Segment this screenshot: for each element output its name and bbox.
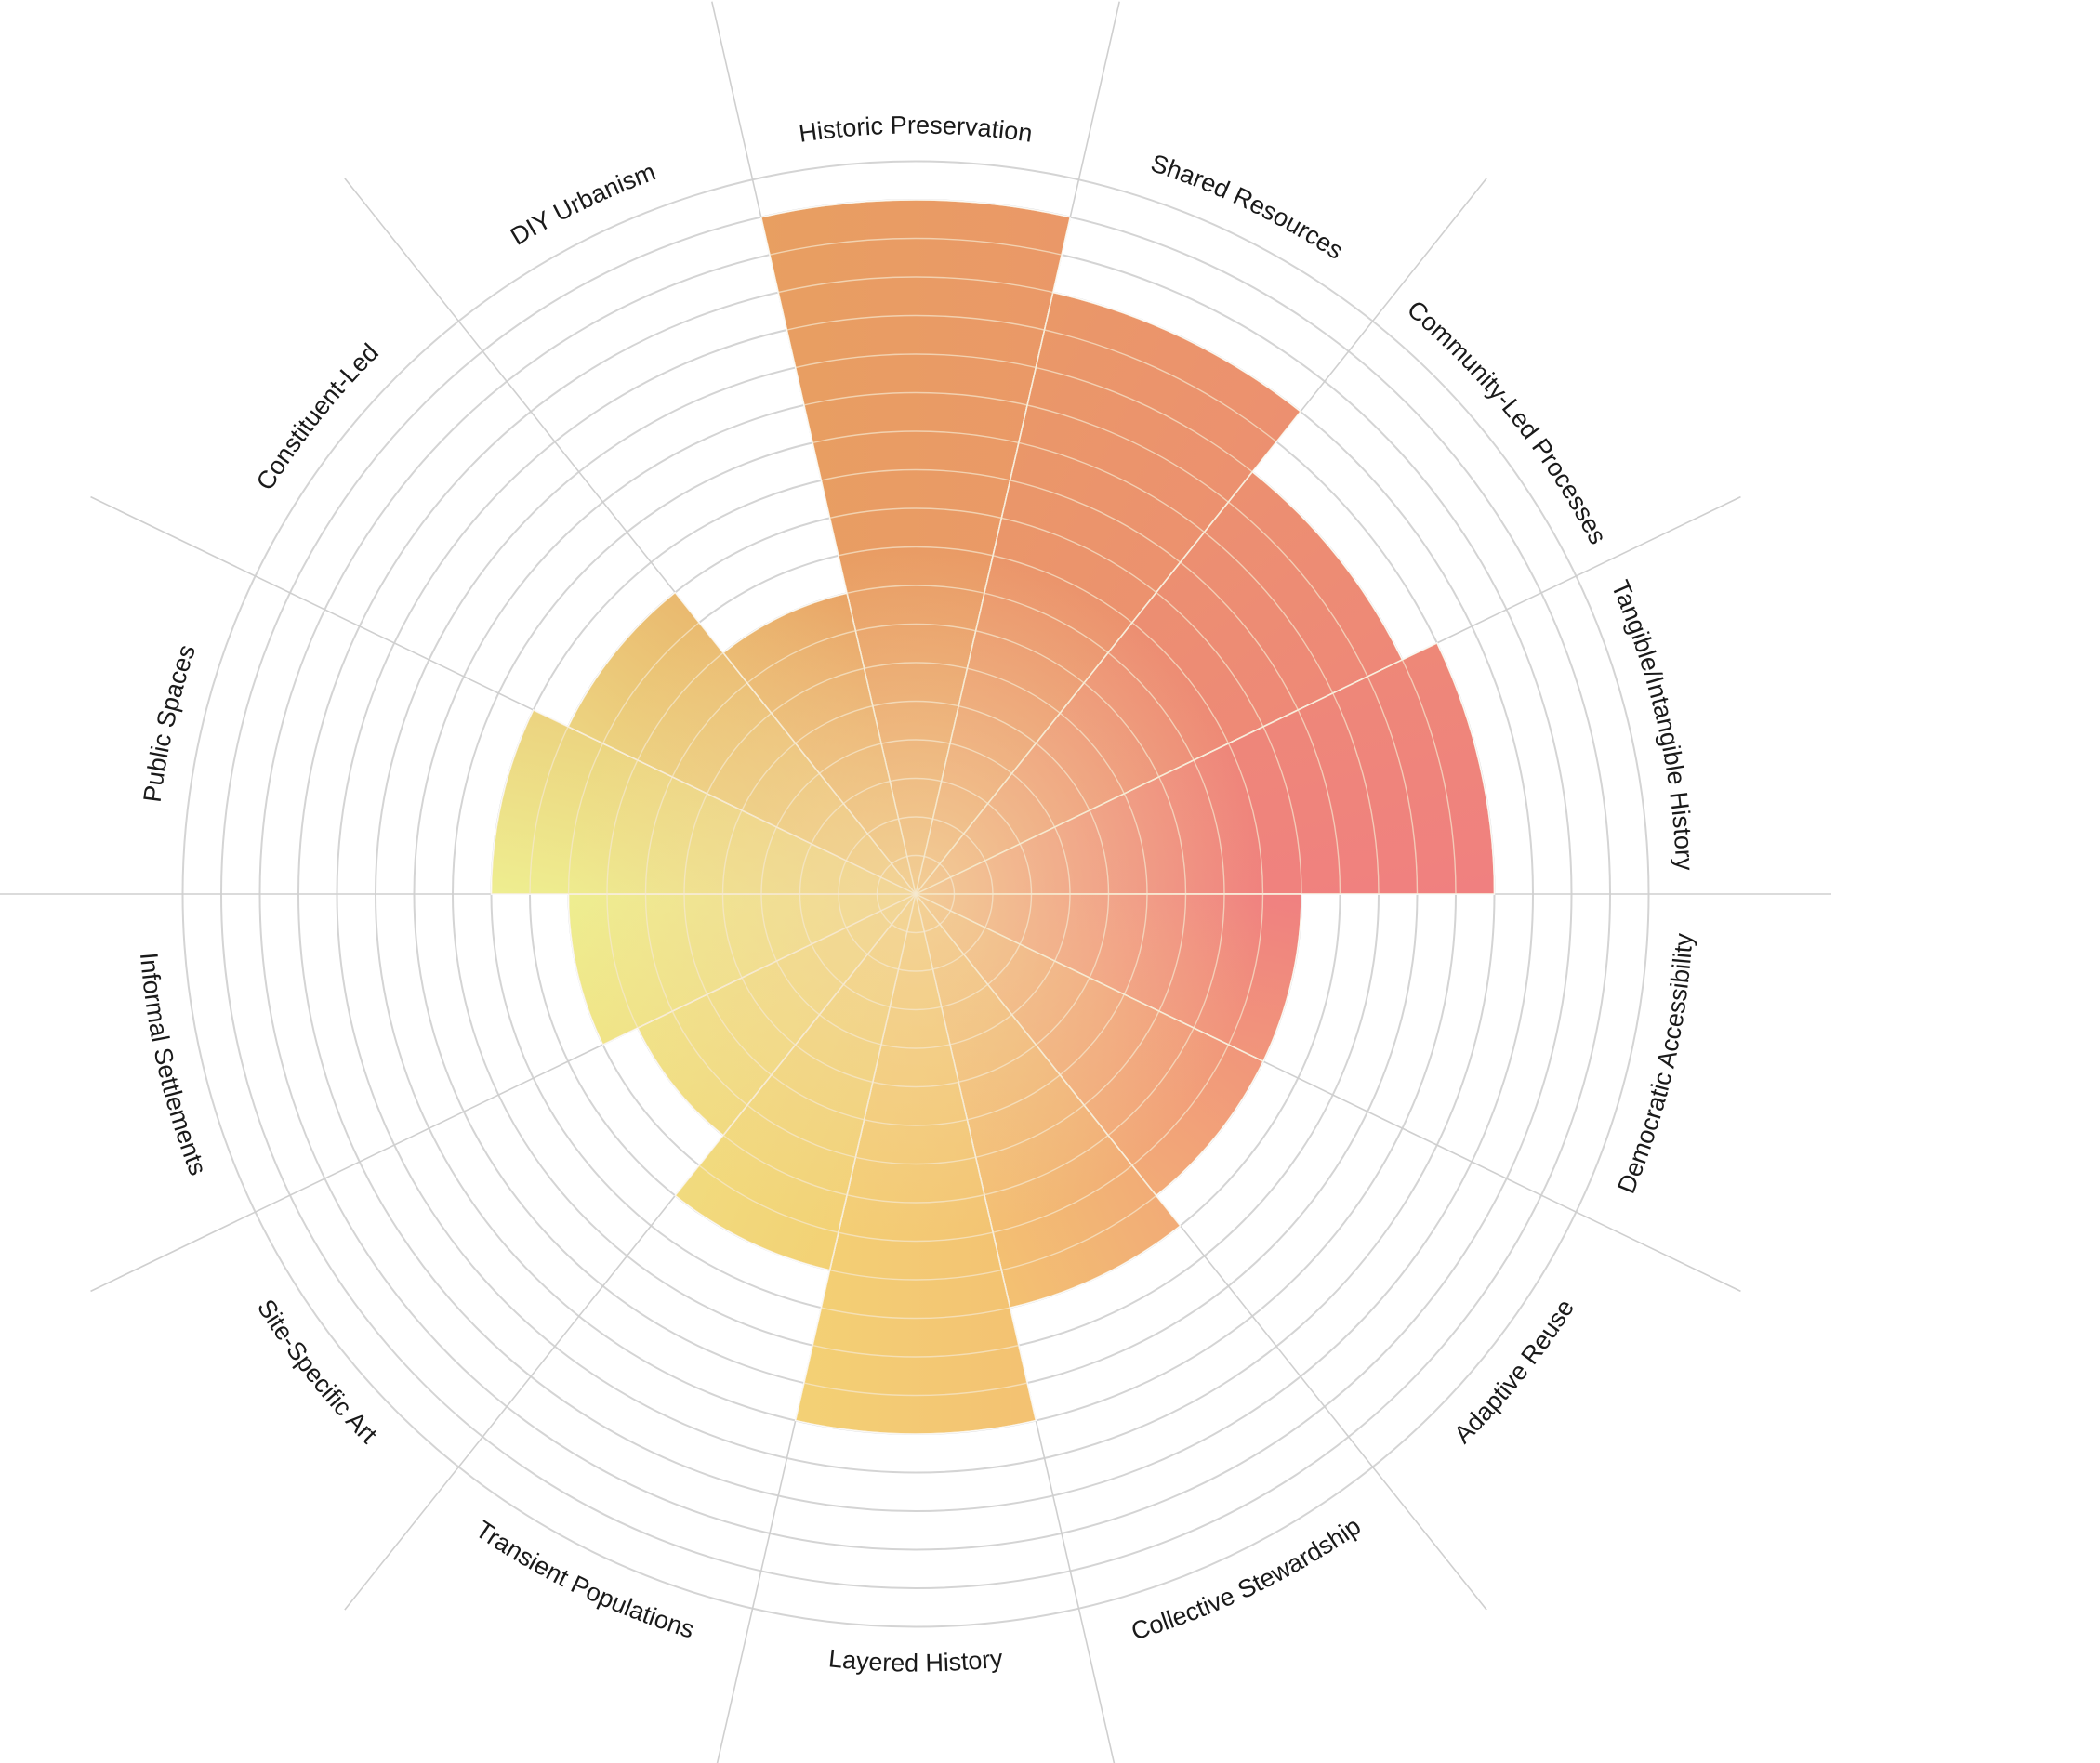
category-label: Community-Led Processes (1402, 295, 1612, 548)
category-label: Historic Preservation (797, 111, 1034, 147)
category-label: Layered History (827, 1644, 1005, 1677)
category-label: Democratic Accessibility (1612, 932, 1697, 1197)
overlay-layer (491, 200, 1495, 1434)
category-label: Transient Populations (470, 1515, 697, 1643)
category-label: Collective Stewardship (1128, 1512, 1366, 1646)
bar-spoke-line (915, 200, 1120, 895)
bar-ring-line (491, 237, 1495, 1434)
category-label: Informal Settlements (135, 952, 212, 1179)
bar-ring-line (491, 314, 1495, 1434)
bar-ring-line (491, 276, 1495, 1434)
category-label: Shared Resources (1147, 149, 1348, 265)
category-label: Tangible/Intangible History (1606, 576, 1699, 871)
category-label: DIY Urbanism (506, 158, 659, 251)
